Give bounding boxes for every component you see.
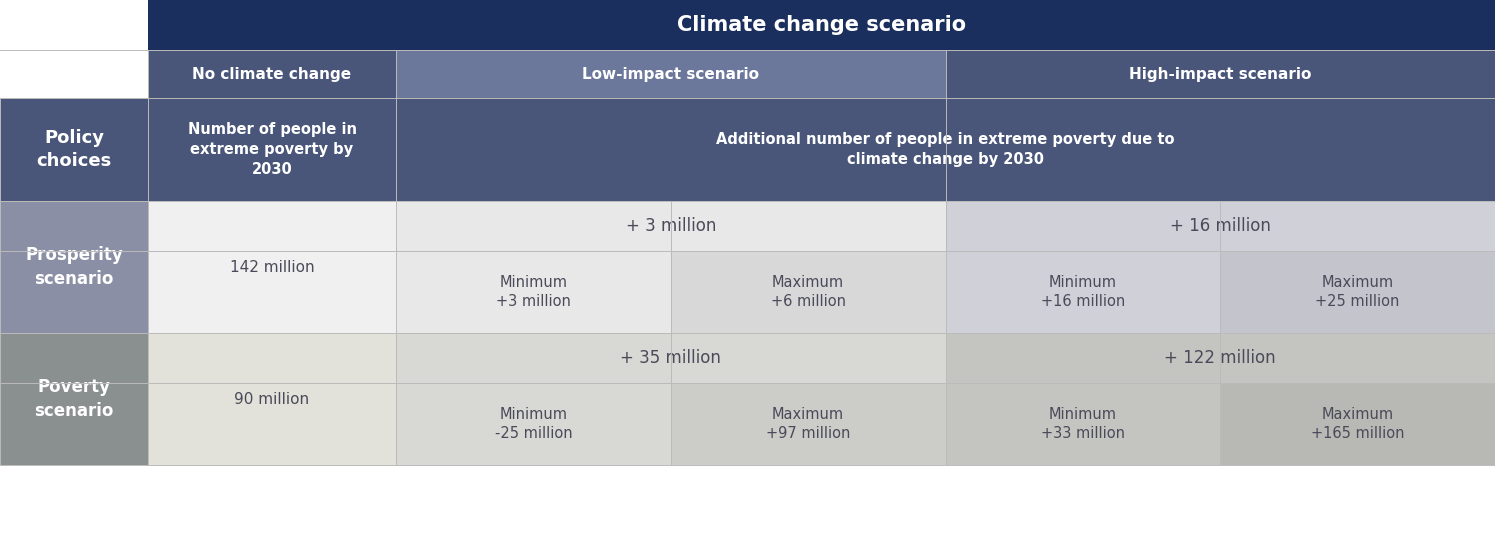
Bar: [671, 251, 945, 333]
Bar: [0, 0, 148, 98]
Bar: [148, 0, 1495, 465]
Bar: [396, 98, 1495, 201]
Text: + 122 million: + 122 million: [1165, 349, 1277, 367]
Text: Policy
choices: Policy choices: [36, 128, 112, 171]
Text: + 35 million: + 35 million: [620, 349, 721, 367]
Bar: [396, 383, 671, 465]
Bar: [148, 333, 396, 465]
Text: Climate change scenario: Climate change scenario: [677, 15, 966, 35]
Text: Low-impact scenario: Low-impact scenario: [582, 67, 759, 82]
Bar: [148, 201, 396, 333]
Text: Maximum
+97 million: Maximum +97 million: [765, 407, 851, 441]
Bar: [396, 333, 945, 383]
Bar: [1220, 383, 1495, 465]
Text: Number of people in
extreme poverty by
2030: Number of people in extreme poverty by 2…: [187, 122, 356, 177]
Text: Additional number of people in extreme poverty due to
climate change by 2030: Additional number of people in extreme p…: [716, 132, 1175, 167]
Bar: [945, 201, 1495, 251]
Text: No climate change: No climate change: [193, 67, 351, 82]
Bar: [1220, 251, 1495, 333]
Text: + 3 million: + 3 million: [625, 217, 716, 235]
Text: Poverty
scenario: Poverty scenario: [34, 378, 114, 420]
Text: Minimum
-25 million: Minimum -25 million: [495, 407, 573, 441]
Bar: [396, 201, 945, 251]
Text: Minimum
+16 million: Minimum +16 million: [1041, 274, 1126, 309]
Bar: [396, 251, 671, 333]
Bar: [148, 50, 396, 98]
Text: 142 million: 142 million: [230, 260, 314, 274]
Bar: [148, 0, 1495, 50]
Bar: [671, 383, 945, 465]
Text: Prosperity
scenario: Prosperity scenario: [25, 246, 123, 288]
Bar: [945, 251, 1220, 333]
Bar: [396, 50, 945, 98]
Text: + 16 million: + 16 million: [1169, 217, 1271, 235]
Bar: [0, 98, 148, 201]
Text: Maximum
+165 million: Maximum +165 million: [1311, 407, 1404, 441]
Text: Minimum
+33 million: Minimum +33 million: [1041, 407, 1124, 441]
Text: 90 million: 90 million: [235, 392, 309, 407]
Text: Maximum
+6 million: Maximum +6 million: [770, 274, 846, 309]
Text: Minimum
+3 million: Minimum +3 million: [496, 274, 571, 309]
Bar: [945, 383, 1220, 465]
Bar: [0, 333, 148, 465]
Text: High-impact scenario: High-impact scenario: [1129, 67, 1311, 82]
Bar: [945, 50, 1495, 98]
Bar: [945, 333, 1495, 383]
Bar: [148, 98, 396, 201]
Text: Maximum
+25 million: Maximum +25 million: [1316, 274, 1399, 309]
Bar: [0, 201, 148, 333]
